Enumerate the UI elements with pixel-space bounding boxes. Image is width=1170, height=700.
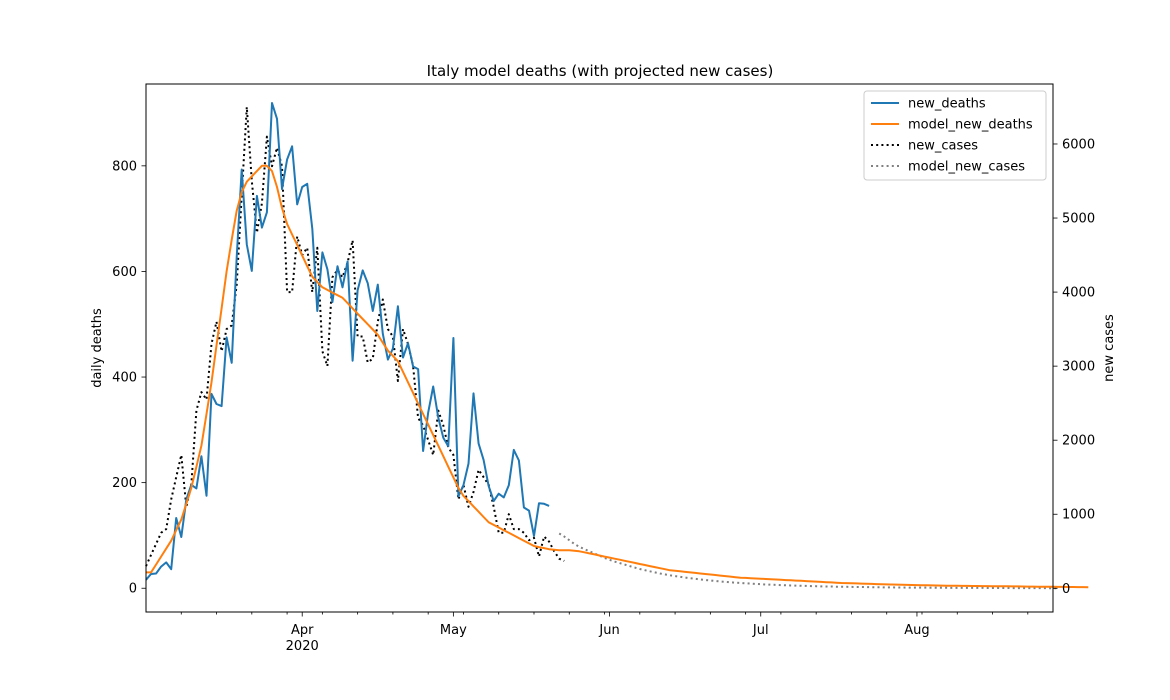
x-tick-label: Aug <box>904 623 929 638</box>
y-axis-left: 0 200 400 600 800 <box>112 159 146 597</box>
legend-label-new_cases: new_cases <box>908 139 978 154</box>
y-right-tick-label: 0 <box>1062 582 1070 597</box>
legend-label-model_new_deaths: model_new_deaths <box>908 118 1033 133</box>
y-left-tick-label: 400 <box>112 371 137 386</box>
x-tick-label: May <box>440 623 467 638</box>
x-tick-sublabel: 2020 <box>286 639 319 654</box>
y-right-tick-label: 4000 <box>1062 286 1095 301</box>
y-axis-right-label: new cases <box>1102 314 1117 382</box>
y-axis-right: 0 1000 2000 3000 4000 5000 6000 <box>1053 137 1095 597</box>
y-left-tick-label: 600 <box>112 265 137 280</box>
y-axis-left-label: daily deaths <box>90 308 105 388</box>
legend: new_deaths model_new_deaths new_casesmodel… <box>863 90 1047 181</box>
legend-box <box>863 90 1047 181</box>
series-line-model_new_deaths <box>146 164 1089 589</box>
y-right-tick-label: 1000 <box>1062 508 1095 523</box>
series-line-new_deaths <box>145 102 550 581</box>
chart-title: Italy model deaths (with projected new c… <box>427 62 774 80</box>
plot-frame <box>145 83 1054 613</box>
y-left-tick-label: 800 <box>112 159 137 174</box>
y-right-tick-label: 6000 <box>1062 137 1095 152</box>
y-right-tick-label: 3000 <box>1062 360 1095 375</box>
series-line-new_cases <box>145 106 565 567</box>
y-right-tick-label: 5000 <box>1062 212 1095 227</box>
legend-label-new_deaths: new_deaths <box>908 97 986 112</box>
x-tick-label: Apr <box>291 623 314 638</box>
x-tick-label: Jul <box>752 623 769 638</box>
y-left-tick-label: 0 <box>129 582 137 597</box>
series-lines <box>145 102 1089 590</box>
legend-label-model_new_cases: model_new_cases <box>908 160 1025 175</box>
y-right-tick-label: 2000 <box>1062 434 1095 449</box>
y-left-tick-label: 200 <box>112 476 137 491</box>
x-tick-label: Jun <box>598 623 619 638</box>
